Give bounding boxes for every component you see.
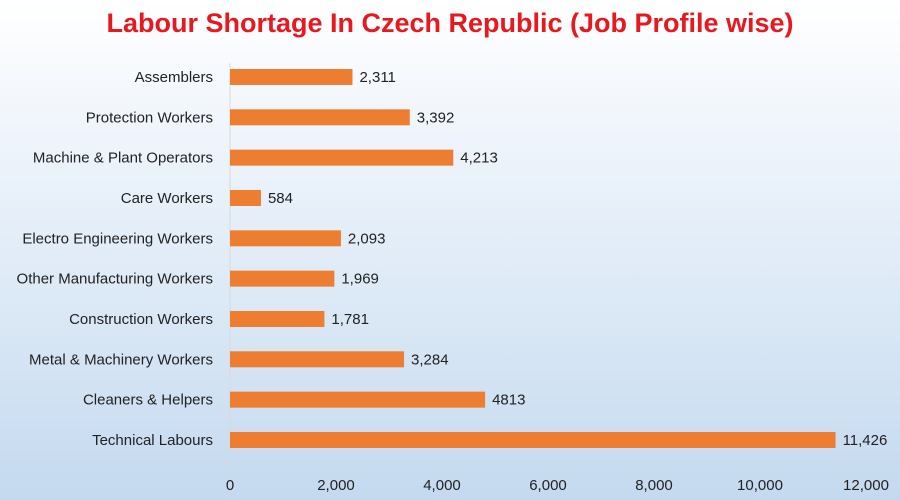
x-tick-label: 12,000	[843, 477, 889, 494]
x-tick-label: 0	[226, 477, 234, 494]
bar	[230, 109, 410, 126]
data-label: 4813	[492, 392, 525, 409]
bar	[230, 230, 341, 247]
data-label: 2,093	[348, 230, 386, 247]
category-label: Construction Workers	[69, 311, 213, 328]
data-label: 3,284	[411, 351, 449, 368]
category-label: Care Workers	[121, 190, 213, 207]
x-tick-label: 4,000	[423, 477, 461, 494]
category-label: Assemblers	[135, 69, 213, 86]
x-tick-label: 10,000	[737, 477, 783, 494]
category-label: Cleaners & Helpers	[83, 392, 213, 409]
data-label: 584	[268, 190, 293, 207]
bar	[230, 391, 486, 408]
bar	[230, 270, 335, 287]
category-label: Metal & Machinery Workers	[29, 351, 213, 368]
data-label: 1,781	[331, 311, 369, 328]
x-tick-label: 2,000	[317, 477, 355, 494]
category-label: Electro Engineering Workers	[22, 230, 213, 247]
bar	[230, 351, 405, 368]
bar	[230, 149, 454, 166]
bar	[230, 189, 261, 206]
bar	[230, 431, 836, 448]
data-label: 3,392	[417, 109, 455, 126]
category-label: Other Manufacturing Workers	[17, 271, 213, 288]
category-label: Protection Workers	[86, 109, 213, 126]
data-label: 4,213	[460, 150, 498, 167]
x-tick-label: 8,000	[635, 477, 673, 494]
bar	[230, 310, 325, 327]
data-label: 1,969	[341, 271, 379, 288]
category-label: Technical Labours	[92, 432, 213, 449]
chart-title: Labour Shortage In Czech Republic (Job P…	[106, 8, 794, 38]
category-label: Machine & Plant Operators	[33, 150, 213, 167]
x-tick-label: 6,000	[529, 477, 567, 494]
bar	[230, 69, 353, 85]
data-label: 11,426	[843, 432, 888, 449]
data-label: 2,311	[359, 69, 395, 86]
